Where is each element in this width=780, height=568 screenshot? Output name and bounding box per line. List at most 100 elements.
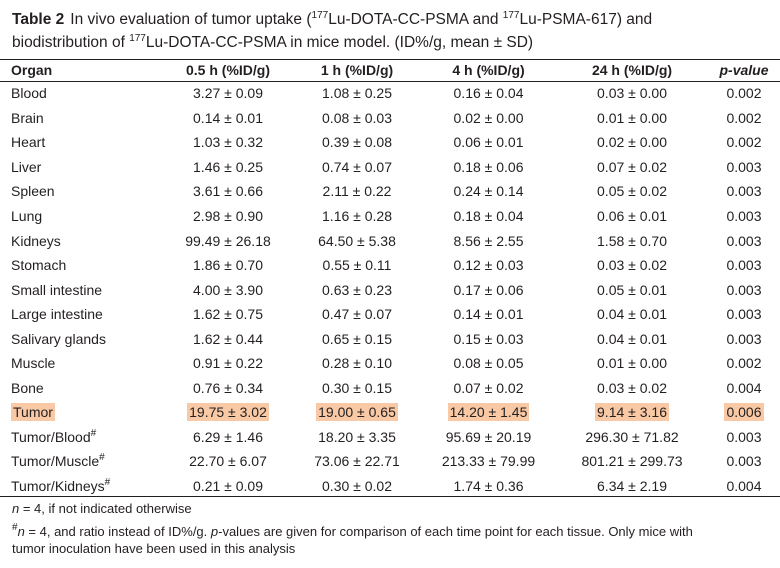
- mean-sd-value: 296.30 ± 71.82: [585, 428, 679, 445]
- organ-cell: Stomach: [0, 253, 163, 278]
- mean-sd-value: 0.05 ± 0.01: [597, 281, 667, 298]
- mean-sd-value: 0.03 ± 0.02: [597, 379, 667, 396]
- table-row: Small intestine 4.00 ± 3.90 0.63 ± 0.23 0.1…: [0, 277, 780, 302]
- mean-sd-value: 18.20 ± 3.35: [318, 428, 396, 445]
- value-cell: 0.06 ± 0.01: [421, 130, 556, 155]
- mean-sd-value: 0.04 ± 0.01: [597, 330, 667, 347]
- table-row: Heart 1.03 ± 0.32 0.39 ± 0.08 0.06 ± 0.01 0.…: [0, 130, 780, 155]
- value-cell: 0.24 ± 0.14: [421, 179, 556, 204]
- footnote-n-symbol: n: [17, 524, 25, 539]
- value-cell: 0.03 ± 0.02: [556, 253, 708, 278]
- value-cell: 0.02 ± 0.00: [421, 106, 556, 131]
- p-value: 0.003: [726, 208, 762, 224]
- p-value-cell: 0.002: [708, 130, 780, 155]
- mean-sd-value: 0.47 ± 0.07: [322, 306, 392, 323]
- table-row: Large intestine 1.62 ± 0.75 0.47 ± 0.07 0.1…: [0, 302, 780, 327]
- value-cell: 0.03 ± 0.02: [556, 376, 708, 401]
- p-value-cell: 0.003: [708, 204, 780, 229]
- mean-sd-value: 19.00 ± 0.65: [316, 403, 398, 422]
- value-cell: 1.86 ± 0.70: [163, 253, 293, 278]
- value-cell: 0.76 ± 0.34: [163, 376, 293, 401]
- p-value: 0.003: [726, 158, 762, 175]
- value-cell: 0.18 ± 0.06: [421, 155, 556, 180]
- p-value: 0.003: [726, 257, 762, 274]
- organ-cell: Liver: [0, 155, 163, 180]
- column-header: 0.5 h (%ID/g): [185, 62, 270, 78]
- mean-sd-value: 0.14 ± 0.01: [193, 109, 263, 126]
- p-value: 0.002: [726, 355, 762, 372]
- organ-name: Kidneys: [11, 232, 61, 249]
- table-row: Tumor 19.75 ± 3.02 19.00 ± 0.65 14.20 ± 1.4…: [0, 400, 780, 425]
- value-cell: 0.01 ± 0.00: [556, 106, 708, 131]
- table-row: Lung 2.98 ± 0.90 1.16 ± 0.28 0.18 ± 0.04 0.0…: [0, 204, 780, 229]
- p-value-cell: 0.002: [708, 81, 780, 106]
- mean-sd-value: 0.76 ± 0.34: [193, 379, 263, 396]
- value-cell: 0.07 ± 0.02: [421, 376, 556, 401]
- value-cell: 1.46 ± 0.25: [163, 155, 293, 180]
- mean-sd-value: 2.98 ± 0.90: [193, 208, 263, 224]
- ratio-footnote-mark: #: [99, 452, 105, 464]
- footnote-text: tumor inoculation have been used in this…: [12, 541, 296, 556]
- organ-cell: Tumor: [0, 400, 163, 425]
- isotope-superscript: 177: [129, 33, 146, 44]
- header-rule: [0, 81, 780, 82]
- organ-name: Heart: [11, 134, 46, 151]
- value-cell: 0.17 ± 0.06: [421, 277, 556, 302]
- organ-cell: Tumor/Muscle#: [0, 449, 163, 474]
- column-header: 1 h (%ID/g): [320, 62, 394, 78]
- organ-cell: Small intestine: [0, 277, 163, 302]
- value-cell: 0.91 ± 0.22: [163, 351, 293, 376]
- footnote-n-symbol: n: [12, 501, 20, 516]
- mean-sd-value: 0.74 ± 0.07: [322, 158, 392, 175]
- value-cell: 0.16 ± 0.04: [421, 81, 556, 106]
- organ-name: Lung: [11, 208, 43, 224]
- footnote-p-symbol: p: [210, 524, 219, 539]
- mean-sd-value: 0.02 ± 0.00: [453, 109, 524, 126]
- value-cell: 0.07 ± 0.02: [556, 155, 708, 180]
- mean-sd-value: 1.03 ± 0.32: [193, 134, 263, 151]
- p-value-cell: 0.003: [708, 228, 780, 253]
- mean-sd-value: 0.91 ± 0.22: [193, 355, 263, 372]
- p-value: 0.004: [726, 379, 762, 396]
- table-caption: Table 2 In vivo evaluation of tumor uptak…: [12, 8, 772, 54]
- value-cell: 19.00 ± 0.65: [293, 400, 421, 425]
- value-cell: 0.01 ± 0.00: [556, 351, 708, 376]
- value-cell: 0.04 ± 0.01: [556, 326, 708, 351]
- mean-sd-value: 4.00 ± 3.90: [193, 281, 263, 298]
- organ-name: Tumor/Muscle: [11, 453, 100, 470]
- mean-sd-value: 6.29 ± 1.46: [193, 428, 263, 445]
- biodistribution-table: Organ 0.5 h (%ID/g) 1 h (%ID/g) 4 h (%ID…: [0, 59, 780, 498]
- caption-tracer-2: Lu-PSMA-617) and: [519, 11, 653, 28]
- table-row: Stomach 1.86 ± 0.70 0.55 ± 0.11 0.12 ± 0.03…: [0, 253, 780, 278]
- caption-text-1: In vivo evaluation of tumor uptake (: [70, 11, 312, 28]
- footnote-text: -values are given for comparison of each…: [218, 524, 693, 539]
- mean-sd-value: 0.63 ± 0.23: [322, 281, 392, 298]
- p-value: 0.003: [726, 330, 762, 347]
- table-row: Muscle 0.91 ± 0.22 0.28 ± 0.10 0.08 ± 0.05 0…: [0, 351, 780, 376]
- value-cell: 0.30 ± 0.02: [293, 474, 421, 499]
- mean-sd-value: 8.56 ± 2.55: [453, 232, 524, 249]
- value-cell: 1.62 ± 0.75: [163, 302, 293, 327]
- organ-name: Small intestine: [11, 281, 103, 298]
- value-cell: 213.33 ± 79.99: [421, 449, 556, 474]
- footnote-text: = 4, and ratio instead of ID%/g.: [24, 524, 211, 539]
- footnote-n-text: = 4, if not indicated otherwise: [19, 501, 192, 516]
- value-cell: 2.11 ± 0.22: [293, 179, 421, 204]
- footnote-n: n = 4, if not indicated otherwise: [12, 500, 192, 517]
- mean-sd-value: 0.06 ± 0.01: [453, 134, 524, 151]
- value-cell: 95.69 ± 20.19: [421, 425, 556, 450]
- mean-sd-value: 0.07 ± 0.02: [597, 158, 667, 175]
- value-cell: 19.75 ± 3.02: [163, 400, 293, 425]
- mean-sd-value: 0.07 ± 0.02: [453, 379, 524, 396]
- table-row: Blood 3.27 ± 0.09 1.08 ± 0.25 0.16 ± 0.04 0.…: [0, 81, 780, 106]
- organ-name: Large intestine: [11, 306, 103, 323]
- value-cell: 0.65 ± 0.15: [293, 326, 421, 351]
- value-cell: 1.08 ± 0.25: [293, 81, 421, 106]
- p-value: 0.003: [726, 428, 762, 445]
- value-cell: 2.98 ± 0.90: [163, 204, 293, 229]
- organ-cell: Kidneys: [0, 228, 163, 253]
- value-cell: 3.61 ± 0.66: [163, 179, 293, 204]
- mean-sd-value: 95.69 ± 20.19: [445, 428, 532, 445]
- value-cell: 0.28 ± 0.10: [293, 351, 421, 376]
- value-cell: 22.70 ± 6.07: [163, 449, 293, 474]
